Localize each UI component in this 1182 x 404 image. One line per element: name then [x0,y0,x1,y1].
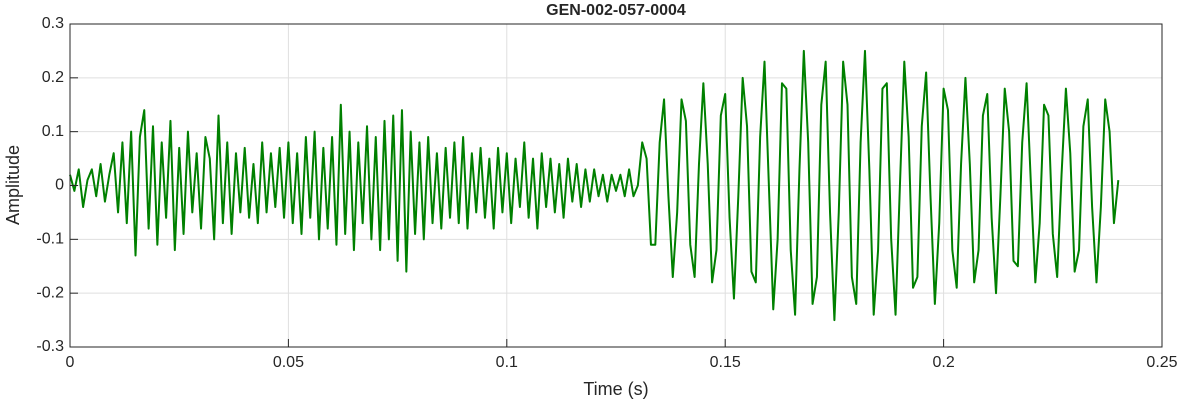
y-tick-label: 0.2 [42,69,64,86]
x-tick-label: 0.05 [273,354,304,371]
y-tick-label: 0.3 [42,15,64,32]
plot-area [69,49,1120,322]
x-tick-label: 0.15 [710,354,741,371]
y-axis-label: Amplitude [3,145,23,225]
y-tick-label: 0.1 [42,123,64,140]
x-tick-label: 0.2 [932,354,954,371]
x-tick-label: 0.1 [496,354,518,371]
y-tick-label: -0.1 [36,231,64,248]
y-tick-label: 0 [55,177,64,194]
x-tick-label: 0 [66,354,75,371]
y-tick-label: -0.3 [36,338,64,355]
x-tick-label: 0.25 [1146,354,1177,371]
chart-title: GEN-002-057-0004 [546,2,686,19]
waveform-line [69,49,1120,322]
tick-labels: 0 0.05 0.1 0.15 0.2 0.25 -0.3 -0.2 -0.1 0 0.1 0.2 0.… [36,15,1177,371]
y-tick-label: -0.2 [36,284,64,301]
x-axis-label: Time (s) [583,379,648,399]
